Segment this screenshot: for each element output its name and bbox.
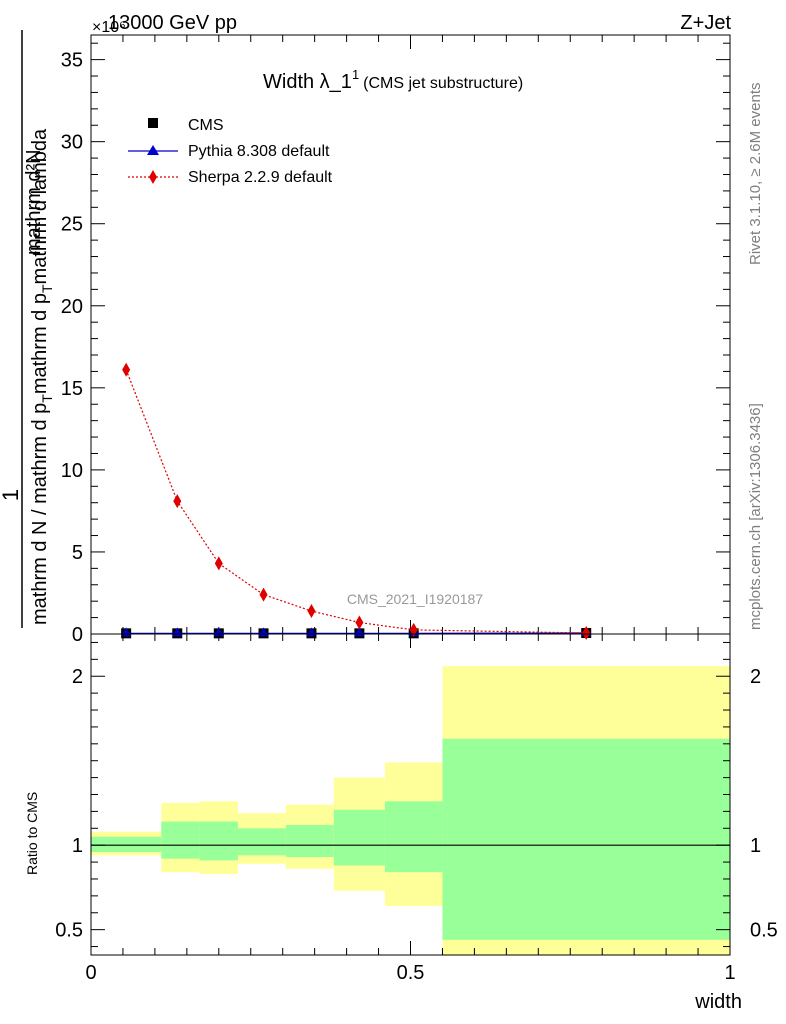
mcplots-label: mcplots.cern.ch [arXiv:1306.3436] bbox=[747, 403, 764, 630]
ylabel-top: mathrm d²N bbox=[23, 149, 45, 255]
ratio-band-green bbox=[442, 738, 730, 940]
legend-label-cms: CMS bbox=[188, 117, 224, 134]
ratio-ytick-label-right: 0.5 bbox=[750, 920, 778, 942]
legend-marker-sherpa bbox=[149, 170, 157, 184]
legend-label-pythia: Pythia 8.308 default bbox=[188, 143, 330, 160]
ylabel-numerator: 1 bbox=[0, 489, 23, 501]
rivet-label: Rivet 3.1.10, ≥ 2.6M events bbox=[747, 83, 764, 266]
ratio-band-green bbox=[384, 801, 443, 873]
ratio-band-green bbox=[333, 809, 385, 866]
ratio-band-green bbox=[285, 824, 334, 858]
ylabel-denominator: mathrm d N / mathrm d pTmathrm d pTmathr… bbox=[29, 128, 55, 625]
ratio-y-axis-label: Ratio to CMS bbox=[24, 792, 40, 875]
ratio-band-green bbox=[91, 836, 162, 852]
sherpa-point bbox=[307, 604, 316, 619]
legend: CMS Pythia 8.308 default Sherpa 2.2.9 de… bbox=[128, 117, 333, 186]
main-ytick-label: 25 bbox=[61, 214, 83, 236]
series-line-sherpa bbox=[125, 369, 587, 634]
ratio-ytick-label: 2 bbox=[72, 666, 83, 688]
analysis-watermark: CMS_2021_I1920187 bbox=[347, 591, 483, 607]
x-axis-label: width bbox=[694, 991, 742, 1013]
ratio-band-green bbox=[161, 821, 200, 859]
sherpa-point bbox=[122, 362, 131, 377]
sherpa-point bbox=[409, 622, 418, 637]
ratio-ytick-label-right: 2 bbox=[750, 666, 761, 688]
xtick-label: 0 bbox=[85, 962, 96, 984]
legend-marker-cms bbox=[148, 118, 158, 128]
header-left: 13000 GeV pp bbox=[108, 12, 237, 34]
main-y-axis-label: mathrm d²N 1 mathrm d N / mathrm d pTmat… bbox=[0, 30, 55, 628]
ratio-bands bbox=[91, 666, 730, 955]
main-ytick-label: 15 bbox=[61, 378, 83, 400]
main-ytick-label: 0 bbox=[72, 624, 83, 646]
sherpa-point bbox=[173, 494, 182, 509]
ratio-ytick-label: 0.5 bbox=[55, 920, 83, 942]
ratio-ytick-label: 1 bbox=[72, 835, 83, 857]
main-axes: 0 5 10 15 20 25 30 35 bbox=[61, 35, 731, 646]
legend-marker-pythia bbox=[147, 145, 159, 155]
chart-title: Width λ_11(CMS jet substructure) bbox=[263, 67, 523, 93]
xtick-label: 1 bbox=[724, 962, 735, 984]
sherpa-point bbox=[214, 556, 223, 571]
main-ytick-label: 5 bbox=[72, 542, 83, 564]
main-panel-frame bbox=[90, 34, 731, 635]
main-ytick-label: 10 bbox=[61, 460, 83, 482]
main-ytick-label: 30 bbox=[61, 132, 83, 154]
header-right: Z+Jet bbox=[680, 12, 731, 34]
legend-label-sherpa: Sherpa 2.2.9 default bbox=[188, 169, 333, 186]
y-scale-exponent: ×10⁶ bbox=[92, 19, 126, 36]
ratio-ytick-label-right: 1 bbox=[750, 835, 761, 857]
sherpa-point bbox=[582, 626, 591, 641]
ratio-band-green bbox=[199, 821, 238, 861]
sherpa-point bbox=[355, 615, 364, 630]
main-ytick-label: 35 bbox=[61, 50, 83, 72]
ratio-band-green bbox=[237, 828, 286, 856]
sherpa-point bbox=[259, 587, 268, 602]
xtick-label: 0.5 bbox=[397, 962, 425, 984]
main-ytick-label: 20 bbox=[61, 296, 83, 318]
ratio-axes: 0.5 0.51 12 20 0.5 1 bbox=[55, 634, 778, 984]
